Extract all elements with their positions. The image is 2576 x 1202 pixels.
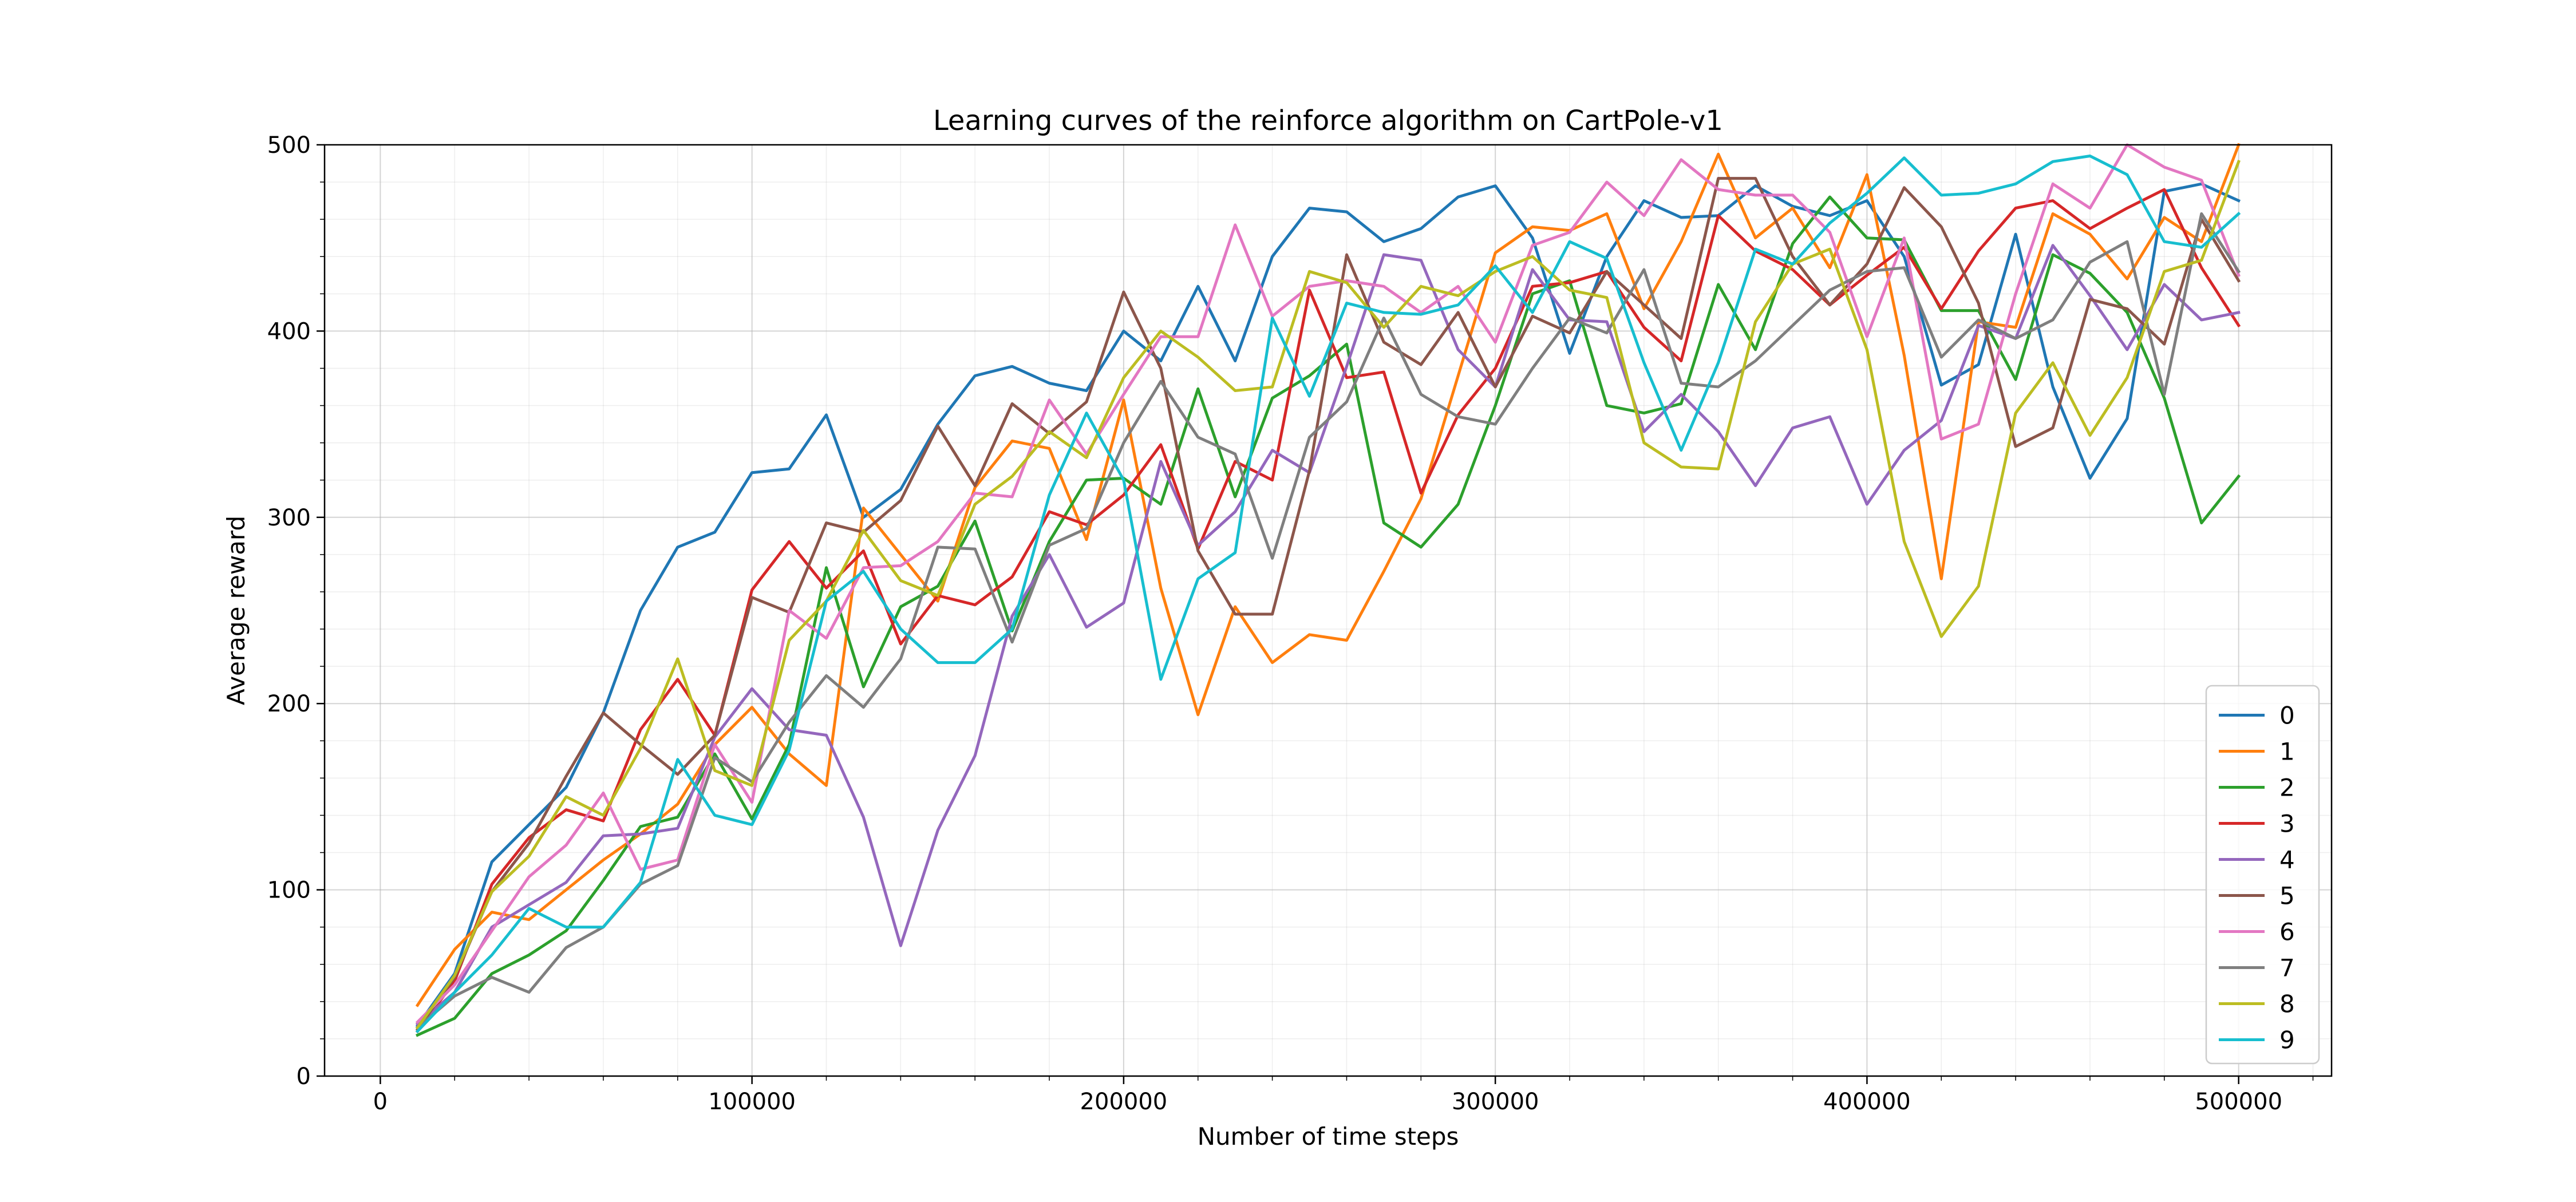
x-tick-label: 100000: [708, 1089, 796, 1115]
legend: 0 1 2 3 4 5 6 7 8 9: [2205, 685, 2320, 1065]
series-line-2: [415, 195, 2241, 1037]
legend-label-3: 3: [2279, 810, 2295, 838]
plot-frame: [323, 144, 2333, 1077]
y-axis-ticks: 0 100 200 300 400 500: [267, 132, 325, 1090]
x-axis-label: Number of time steps: [1198, 1122, 1459, 1150]
y-tick-label: 0: [297, 1063, 311, 1090]
y-tick-label: 500: [267, 132, 311, 159]
legend-box: [2205, 685, 2320, 1065]
series-line-5: [415, 177, 2241, 1032]
series-line-1: [415, 143, 2241, 1007]
legend-label-5: 5: [2279, 882, 2295, 910]
y-axis-label: Average reward: [222, 516, 250, 705]
series-line-0: [415, 182, 2241, 1028]
legend-label-4: 4: [2279, 846, 2295, 874]
y-tick-label: 100: [267, 877, 311, 904]
legend-label-7: 7: [2279, 954, 2295, 982]
series-line-9: [415, 155, 2241, 1034]
legend-label-6: 6: [2279, 918, 2295, 946]
y-tick-label: 200: [267, 691, 311, 717]
legend-label-8: 8: [2279, 990, 2295, 1018]
legend-label-9: 9: [2279, 1026, 2295, 1054]
x-tick-label: 500000: [2195, 1089, 2282, 1115]
series-line-8: [415, 160, 2241, 1030]
series-line-6: [415, 143, 2241, 1025]
chart-title: Learning curves of the reinforce algorit…: [933, 105, 1723, 137]
x-axis-ticks: 0 100000 200000 300000 400000 500000: [373, 1076, 2314, 1115]
legend-label-1: 1: [2279, 738, 2295, 766]
x-tick-label: 200000: [1080, 1089, 1168, 1115]
series-line-7: [415, 212, 2241, 1030]
legend-label-2: 2: [2279, 774, 2295, 802]
series-line-3: [415, 188, 2241, 1034]
y-tick-label: 300: [267, 505, 311, 531]
x-tick-label: 300000: [1452, 1089, 1539, 1115]
x-tick-label: 400000: [1823, 1089, 1911, 1115]
series-layer: [415, 143, 2241, 1037]
legend-label-0: 0: [2279, 702, 2295, 730]
minor-grid: [325, 145, 2332, 1076]
x-tick-label: 0: [373, 1089, 388, 1115]
y-tick-label: 400: [267, 318, 311, 345]
